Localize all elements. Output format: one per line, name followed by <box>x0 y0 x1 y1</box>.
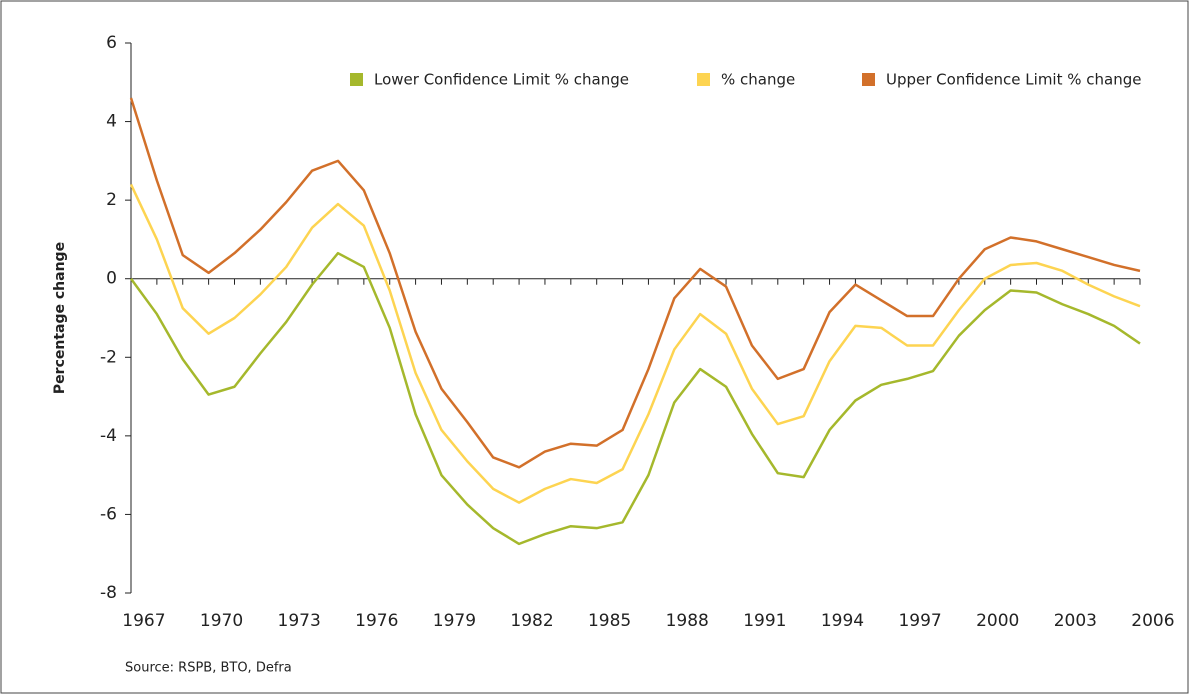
y-tick-label: 6 <box>106 33 117 53</box>
x-tick-label: 2006 <box>1131 611 1174 631</box>
x-tick-label: 1967 <box>122 611 165 631</box>
x-tick-label: 1997 <box>898 611 941 631</box>
legend-swatch <box>697 73 710 86</box>
x-tick-label: 2003 <box>1054 611 1097 631</box>
x-tick-label: 1973 <box>278 611 321 631</box>
y-tick-label: -4 <box>100 426 117 446</box>
legend-label: % change <box>721 71 795 89</box>
legend-label: Lower Confidence Limit % change <box>374 71 629 89</box>
y-tick-label: -6 <box>100 504 117 524</box>
legend-label: Upper Confidence Limit % change <box>886 71 1141 89</box>
y-tick-label: -8 <box>100 583 117 603</box>
x-tick-label: 1994 <box>821 611 864 631</box>
y-tick-label: 4 <box>106 112 117 132</box>
series-line <box>129 251 1141 546</box>
x-tick-label: 1988 <box>666 611 709 631</box>
x-tick-label: 1979 <box>433 611 476 631</box>
x-tick-label: 1982 <box>510 611 553 631</box>
x-tick-label: 1970 <box>200 611 243 631</box>
series-line <box>129 97 1141 469</box>
x-tick-label: 1991 <box>743 611 786 631</box>
y-tick-label: 0 <box>106 269 117 289</box>
x-tick-label: 1985 <box>588 611 631 631</box>
y-tick-label: -2 <box>100 347 117 367</box>
x-tick-label: 1976 <box>355 611 398 631</box>
legend-swatch <box>862 73 875 86</box>
source: Source: RSPB, BTO, Defra <box>125 661 292 676</box>
legend-swatch <box>350 73 363 86</box>
series-line <box>129 183 1141 504</box>
x-tick-label: 2000 <box>976 611 1019 631</box>
y-tick-label: 2 <box>106 190 117 210</box>
y-axis-label: Percentage change <box>52 242 68 394</box>
